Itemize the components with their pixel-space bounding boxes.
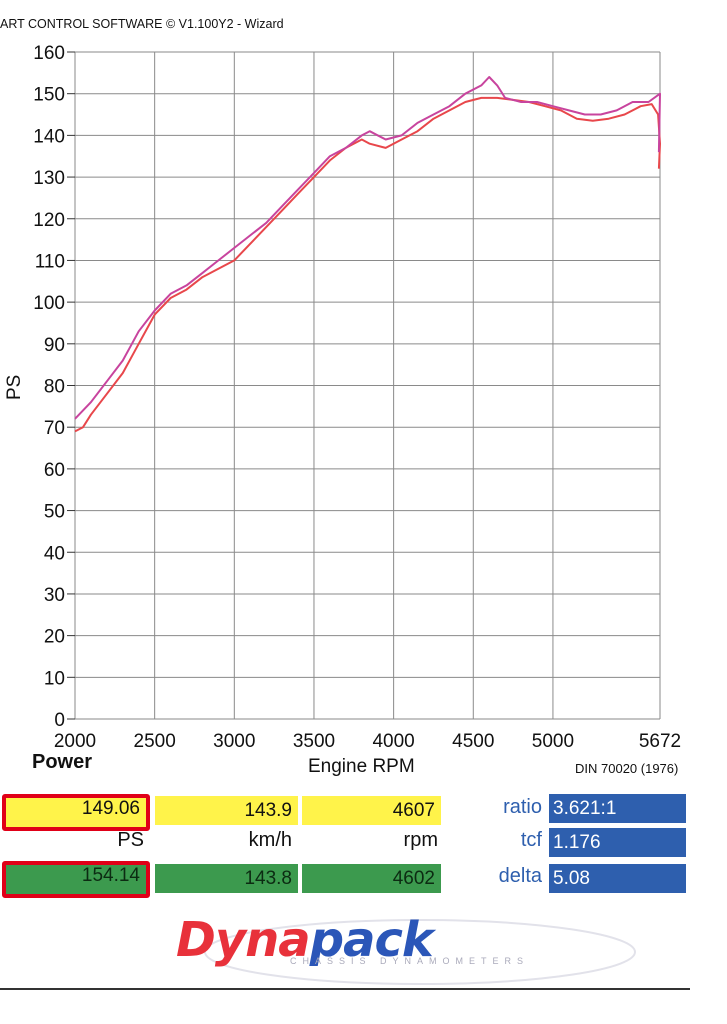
x-tick-label: 4000 <box>372 731 414 752</box>
tcf-value: 1.176 <box>549 828 686 857</box>
logo-tagline: CHASSIS DYNAMOMETERS <box>290 956 530 966</box>
chart-grid <box>74 51 661 720</box>
delta-label: delta <box>498 865 542 887</box>
chart-series <box>74 76 661 433</box>
logo-dyna: Dyna <box>176 912 311 968</box>
y-tick-label: 70 <box>44 418 65 439</box>
speed-unit: km/h <box>248 829 292 851</box>
ratio-label: ratio <box>503 796 542 818</box>
y-tick-label: 160 <box>33 43 65 64</box>
y-tick-label: 60 <box>44 460 65 481</box>
x-tick-label: 5000 <box>532 731 574 752</box>
dynapack-logo: Dynapack CHASSIS DYNAMOMETERS <box>170 912 640 990</box>
y-tick-label: 150 <box>33 85 65 106</box>
speed-readout-top: 143.9 <box>155 796 298 825</box>
x-tick-label: 2500 <box>134 731 176 752</box>
x-axis-label: Engine RPM <box>308 756 415 777</box>
footer-divider <box>0 988 690 990</box>
rpm-unit: rpm <box>403 829 438 851</box>
power-label: Power <box>32 751 93 773</box>
y-tick-label: 90 <box>44 335 65 356</box>
x-tick-label: 3500 <box>293 731 335 752</box>
ratio-value: 3.621:1 <box>549 794 686 823</box>
y-tick-label: 0 <box>54 710 65 731</box>
logo-swoosh-icon <box>204 919 636 985</box>
delta-value: 5.08 <box>549 864 686 893</box>
rpm-readout-top: 4607 <box>302 796 441 825</box>
x-axis-ticks: 2000 2500 3000 3500 4000 4500 5000 5672 <box>54 731 681 752</box>
y-tick-label: 100 <box>33 293 65 314</box>
y-axis-label: PS <box>4 374 25 400</box>
x-tick-label: 2000 <box>54 731 96 752</box>
logo-wordmark: Dynapack <box>176 912 434 968</box>
x-tick-label: 3000 <box>213 731 255 752</box>
tcf-label: tcf <box>520 829 542 851</box>
rpm-readout-bottom: 4602 <box>302 864 441 893</box>
standard-label: DIN 70020 (1976) <box>575 761 679 776</box>
power-readout-top: 149.06 <box>2 794 150 831</box>
y-tick-label: 130 <box>33 168 65 189</box>
y-tick-label: 80 <box>44 377 65 398</box>
power-chart: 0 10 20 30 40 50 60 70 80 90 100 110 120 130 140 150 160… <box>33 43 681 752</box>
y-tick-label: 50 <box>44 502 65 523</box>
y-tick-label: 120 <box>33 210 65 231</box>
y-tick-label: 140 <box>33 126 65 147</box>
logo-pack: pack <box>309 912 434 968</box>
series-line-2 <box>74 76 661 420</box>
series-line-1 <box>74 96 661 433</box>
y-axis-ticks: 0 10 20 30 40 50 60 70 80 90 100 110 120 130 140 150 160 <box>33 43 75 731</box>
x-tick-label: 4500 <box>452 731 494 752</box>
speed-readout-bottom: 143.8 <box>155 864 298 893</box>
power-unit: PS <box>117 829 144 851</box>
y-tick-label: 10 <box>44 668 65 689</box>
software-header: ART CONTROL SOFTWARE © V1.100Y2 - Wizard <box>0 17 284 31</box>
x-tick-label: 5672 <box>639 731 681 752</box>
y-tick-label: 110 <box>35 251 65 272</box>
y-tick-label: 30 <box>44 585 65 606</box>
power-readout-bottom: 154.14 <box>2 861 150 898</box>
y-tick-label: 40 <box>44 543 65 564</box>
y-tick-label: 20 <box>44 627 65 648</box>
